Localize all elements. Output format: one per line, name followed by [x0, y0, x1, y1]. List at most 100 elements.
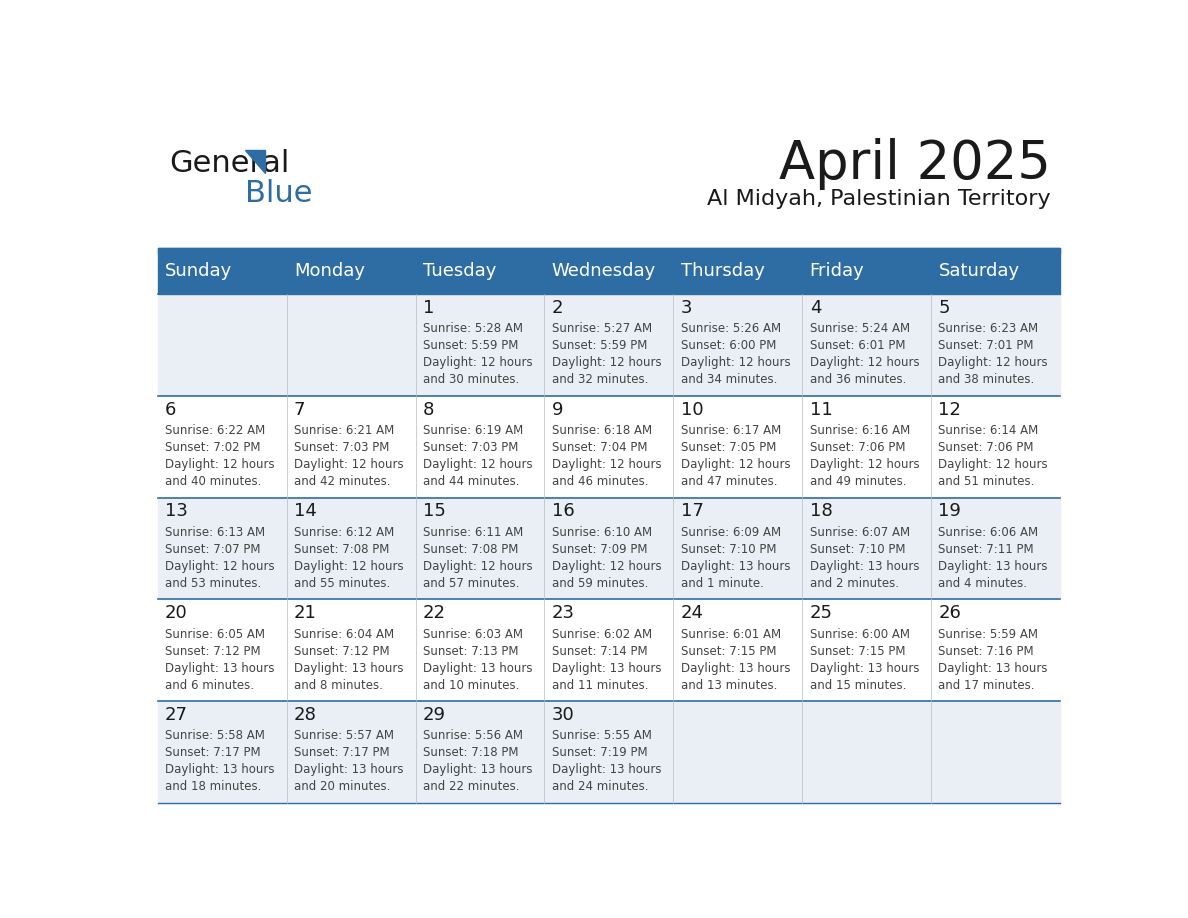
Text: Sunrise: 6:14 AM
Sunset: 7:06 PM
Daylight: 12 hours
and 51 minutes.: Sunrise: 6:14 AM Sunset: 7:06 PM Dayligh…	[939, 424, 1048, 488]
Text: Friday: Friday	[809, 262, 865, 280]
Text: 27: 27	[165, 706, 188, 724]
Text: 6: 6	[165, 400, 177, 419]
Text: 9: 9	[551, 400, 563, 419]
Text: Sunrise: 6:13 AM
Sunset: 7:07 PM
Daylight: 12 hours
and 53 minutes.: Sunrise: 6:13 AM Sunset: 7:07 PM Dayligh…	[165, 526, 274, 589]
Text: Sunrise: 6:01 AM
Sunset: 7:15 PM
Daylight: 13 hours
and 13 minutes.: Sunrise: 6:01 AM Sunset: 7:15 PM Dayligh…	[681, 628, 790, 691]
Text: 20: 20	[165, 604, 188, 622]
Text: 12: 12	[939, 400, 961, 419]
Bar	[158, 396, 286, 498]
Text: 25: 25	[809, 604, 833, 622]
Text: Al Midyah, Palestinian Territory: Al Midyah, Palestinian Territory	[707, 189, 1051, 209]
Bar	[286, 701, 416, 803]
Text: 3: 3	[681, 299, 693, 317]
Text: Sunrise: 6:04 AM
Sunset: 7:12 PM
Daylight: 13 hours
and 8 minutes.: Sunrise: 6:04 AM Sunset: 7:12 PM Dayligh…	[293, 628, 404, 691]
Bar	[158, 248, 1060, 253]
Bar	[286, 498, 416, 599]
Text: Saturday: Saturday	[939, 262, 1019, 280]
Text: Sunrise: 5:57 AM
Sunset: 7:17 PM
Daylight: 13 hours
and 20 minutes.: Sunrise: 5:57 AM Sunset: 7:17 PM Dayligh…	[293, 730, 404, 793]
Bar	[544, 294, 674, 396]
Text: Sunrise: 6:17 AM
Sunset: 7:05 PM
Daylight: 12 hours
and 47 minutes.: Sunrise: 6:17 AM Sunset: 7:05 PM Dayligh…	[681, 424, 790, 488]
Bar	[158, 248, 1060, 294]
Text: 5: 5	[939, 299, 950, 317]
Text: 28: 28	[293, 706, 317, 724]
Bar	[544, 701, 674, 803]
Text: 7: 7	[293, 400, 305, 419]
Bar	[802, 701, 931, 803]
Bar	[544, 599, 674, 701]
Text: Sunrise: 5:28 AM
Sunset: 5:59 PM
Daylight: 12 hours
and 30 minutes.: Sunrise: 5:28 AM Sunset: 5:59 PM Dayligh…	[423, 322, 532, 386]
Text: Sunrise: 6:10 AM
Sunset: 7:09 PM
Daylight: 12 hours
and 59 minutes.: Sunrise: 6:10 AM Sunset: 7:09 PM Dayligh…	[551, 526, 662, 589]
Bar	[802, 294, 931, 396]
Text: 17: 17	[681, 502, 703, 521]
Text: 23: 23	[551, 604, 575, 622]
Bar	[674, 701, 802, 803]
Text: Sunrise: 6:21 AM
Sunset: 7:03 PM
Daylight: 12 hours
and 42 minutes.: Sunrise: 6:21 AM Sunset: 7:03 PM Dayligh…	[293, 424, 404, 488]
Text: Sunrise: 5:27 AM
Sunset: 5:59 PM
Daylight: 12 hours
and 32 minutes.: Sunrise: 5:27 AM Sunset: 5:59 PM Dayligh…	[551, 322, 662, 386]
Bar	[802, 396, 931, 498]
Text: 30: 30	[551, 706, 575, 724]
Text: 10: 10	[681, 400, 703, 419]
Text: 1: 1	[423, 299, 435, 317]
Text: Sunrise: 6:05 AM
Sunset: 7:12 PM
Daylight: 13 hours
and 6 minutes.: Sunrise: 6:05 AM Sunset: 7:12 PM Dayligh…	[165, 628, 274, 691]
Text: 11: 11	[809, 400, 833, 419]
Text: Sunrise: 6:12 AM
Sunset: 7:08 PM
Daylight: 12 hours
and 55 minutes.: Sunrise: 6:12 AM Sunset: 7:08 PM Dayligh…	[293, 526, 404, 589]
Bar	[158, 498, 286, 599]
Text: Sunrise: 5:59 AM
Sunset: 7:16 PM
Daylight: 13 hours
and 17 minutes.: Sunrise: 5:59 AM Sunset: 7:16 PM Dayligh…	[939, 628, 1048, 691]
Text: 29: 29	[423, 706, 446, 724]
Text: 24: 24	[681, 604, 703, 622]
Text: 14: 14	[293, 502, 317, 521]
Text: Sunrise: 6:22 AM
Sunset: 7:02 PM
Daylight: 12 hours
and 40 minutes.: Sunrise: 6:22 AM Sunset: 7:02 PM Dayligh…	[165, 424, 274, 488]
Bar	[286, 294, 416, 396]
Text: Monday: Monday	[293, 262, 365, 280]
Text: Thursday: Thursday	[681, 262, 765, 280]
Bar	[544, 396, 674, 498]
Text: Sunrise: 5:56 AM
Sunset: 7:18 PM
Daylight: 13 hours
and 22 minutes.: Sunrise: 5:56 AM Sunset: 7:18 PM Dayligh…	[423, 730, 532, 793]
Text: Wednesday: Wednesday	[551, 262, 656, 280]
Text: 8: 8	[423, 400, 435, 419]
Bar	[674, 599, 802, 701]
Text: Sunrise: 6:09 AM
Sunset: 7:10 PM
Daylight: 13 hours
and 1 minute.: Sunrise: 6:09 AM Sunset: 7:10 PM Dayligh…	[681, 526, 790, 589]
Text: Sunrise: 6:06 AM
Sunset: 7:11 PM
Daylight: 13 hours
and 4 minutes.: Sunrise: 6:06 AM Sunset: 7:11 PM Dayligh…	[939, 526, 1048, 589]
Bar	[544, 498, 674, 599]
Text: 15: 15	[423, 502, 446, 521]
Bar	[931, 701, 1060, 803]
Text: Sunrise: 5:55 AM
Sunset: 7:19 PM
Daylight: 13 hours
and 24 minutes.: Sunrise: 5:55 AM Sunset: 7:19 PM Dayligh…	[551, 730, 662, 793]
Bar	[416, 701, 544, 803]
Bar	[802, 498, 931, 599]
Bar	[416, 294, 544, 396]
Text: 26: 26	[939, 604, 961, 622]
Text: Sunrise: 6:11 AM
Sunset: 7:08 PM
Daylight: 12 hours
and 57 minutes.: Sunrise: 6:11 AM Sunset: 7:08 PM Dayligh…	[423, 526, 532, 589]
Bar	[416, 498, 544, 599]
Bar	[674, 294, 802, 396]
Text: 22: 22	[423, 604, 446, 622]
Polygon shape	[245, 150, 265, 174]
Text: Sunrise: 5:24 AM
Sunset: 6:01 PM
Daylight: 12 hours
and 36 minutes.: Sunrise: 5:24 AM Sunset: 6:01 PM Dayligh…	[809, 322, 920, 386]
Text: Sunrise: 6:16 AM
Sunset: 7:06 PM
Daylight: 12 hours
and 49 minutes.: Sunrise: 6:16 AM Sunset: 7:06 PM Dayligh…	[809, 424, 920, 488]
Bar	[286, 599, 416, 701]
Text: April 2025: April 2025	[779, 139, 1051, 190]
Text: 13: 13	[165, 502, 188, 521]
Bar	[931, 498, 1060, 599]
Bar	[416, 396, 544, 498]
Bar	[674, 396, 802, 498]
Bar	[416, 599, 544, 701]
Text: Blue: Blue	[245, 179, 312, 207]
Bar	[802, 599, 931, 701]
Text: General: General	[169, 149, 289, 178]
Text: Sunrise: 6:00 AM
Sunset: 7:15 PM
Daylight: 13 hours
and 15 minutes.: Sunrise: 6:00 AM Sunset: 7:15 PM Dayligh…	[809, 628, 920, 691]
Text: 2: 2	[551, 299, 563, 317]
Text: Sunrise: 6:18 AM
Sunset: 7:04 PM
Daylight: 12 hours
and 46 minutes.: Sunrise: 6:18 AM Sunset: 7:04 PM Dayligh…	[551, 424, 662, 488]
Bar	[286, 396, 416, 498]
Bar	[158, 701, 286, 803]
Text: Sunrise: 6:03 AM
Sunset: 7:13 PM
Daylight: 13 hours
and 10 minutes.: Sunrise: 6:03 AM Sunset: 7:13 PM Dayligh…	[423, 628, 532, 691]
Bar	[931, 294, 1060, 396]
Text: 16: 16	[551, 502, 575, 521]
Bar	[158, 599, 286, 701]
Text: Sunday: Sunday	[165, 262, 233, 280]
Bar	[931, 599, 1060, 701]
Text: Sunrise: 6:23 AM
Sunset: 7:01 PM
Daylight: 12 hours
and 38 minutes.: Sunrise: 6:23 AM Sunset: 7:01 PM Dayligh…	[939, 322, 1048, 386]
Text: 18: 18	[809, 502, 833, 521]
Bar	[931, 396, 1060, 498]
Bar	[674, 498, 802, 599]
Text: 4: 4	[809, 299, 821, 317]
